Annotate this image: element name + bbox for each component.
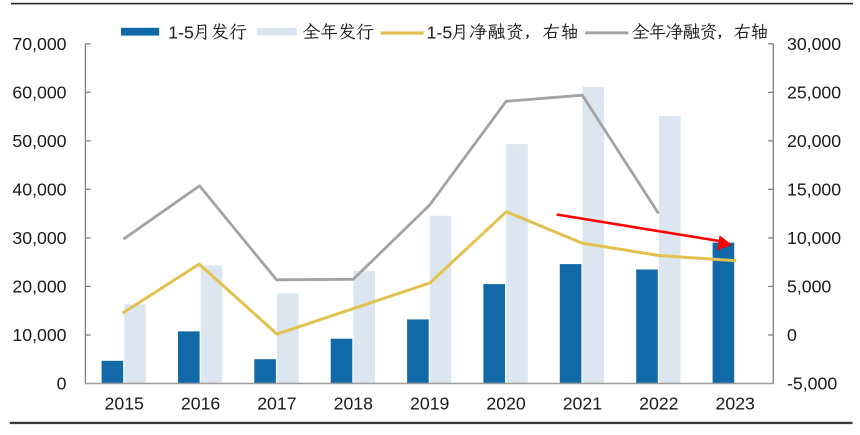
svg-text:10,000: 10,000 bbox=[787, 228, 841, 248]
svg-text:10,000: 10,000 bbox=[12, 325, 66, 345]
svg-text:1-5: 1-5 bbox=[168, 22, 194, 42]
svg-text:2015: 2015 bbox=[105, 394, 145, 414]
svg-text:60,000: 60,000 bbox=[12, 83, 66, 103]
svg-text:30,000: 30,000 bbox=[12, 228, 66, 248]
svg-text:20,000: 20,000 bbox=[12, 277, 66, 297]
svg-text:2017: 2017 bbox=[257, 394, 296, 414]
svg-text:30,000: 30,000 bbox=[787, 34, 841, 54]
svg-text:0: 0 bbox=[57, 374, 67, 394]
svg-text:5,000: 5,000 bbox=[787, 277, 831, 297]
svg-text:2018: 2018 bbox=[334, 394, 374, 414]
svg-text:2022: 2022 bbox=[639, 394, 678, 414]
svg-text:70,000: 70,000 bbox=[12, 34, 66, 54]
svg-text:1-5: 1-5 bbox=[427, 22, 453, 42]
svg-text:25,000: 25,000 bbox=[787, 83, 841, 103]
svg-text:15,000: 15,000 bbox=[787, 180, 841, 200]
svg-text:50,000: 50,000 bbox=[12, 131, 66, 151]
svg-text:40,000: 40,000 bbox=[12, 180, 66, 200]
svg-text:2021: 2021 bbox=[563, 394, 602, 414]
svg-text:2019: 2019 bbox=[410, 394, 449, 414]
svg-text:20,000: 20,000 bbox=[787, 131, 841, 151]
svg-text:2023: 2023 bbox=[716, 394, 756, 414]
svg-text:-5,000: -5,000 bbox=[787, 374, 837, 394]
svg-text:2020: 2020 bbox=[486, 394, 526, 414]
svg-text:2016: 2016 bbox=[181, 394, 221, 414]
svg-text:0: 0 bbox=[787, 325, 797, 345]
